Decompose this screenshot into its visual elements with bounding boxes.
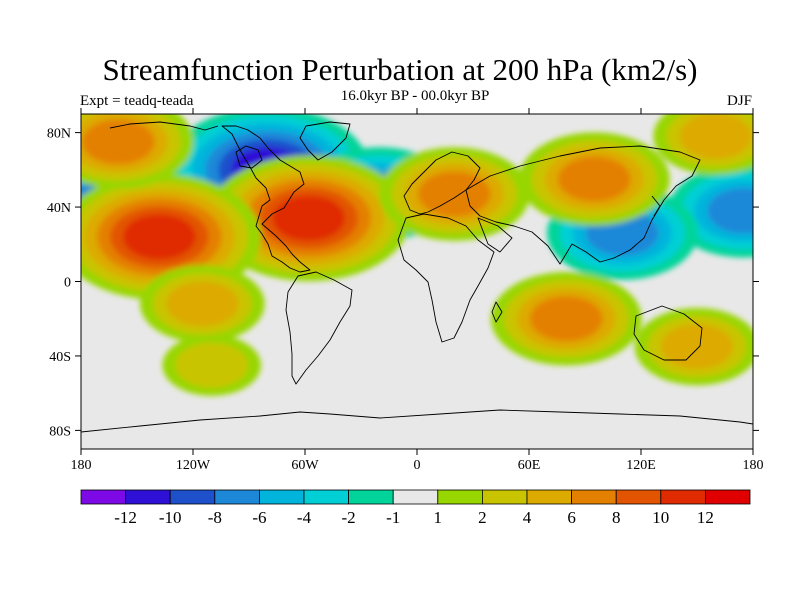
colorbar-swatch: [571, 489, 617, 505]
anomaly-contour-11-2: [679, 114, 752, 159]
colorbar-label: -2: [342, 508, 356, 527]
colorbar-swatch: [705, 489, 751, 505]
coastline-australia: [633, 305, 703, 361]
longitude-axis: 180 120W 60W 0 60E 120E 180: [71, 108, 764, 473]
anomaly-contour-3-3: [707, 188, 753, 234]
anomaly-contour-7-3: [418, 171, 491, 217]
coastline-africa: [397, 213, 495, 343]
colorbar-swatch: [169, 489, 216, 505]
anomaly-contour-10-3: [82, 119, 155, 165]
experiment-label: Expt = teadq-teada: [80, 93, 194, 109]
colorbar-label: -1: [386, 508, 400, 527]
season-label: DJF: [726, 93, 752, 109]
colorbar: -12 -10 -8 -6 -4 -2 -1 1 2 4 6 8 10 12: [80, 489, 751, 527]
colorbar-swatch: [258, 489, 305, 505]
colorbar-swatch: [214, 489, 260, 505]
lat-tick-label: 80N: [47, 127, 71, 142]
colorbar-label: 10: [652, 508, 669, 527]
coastline-hudson-bay: [235, 145, 263, 169]
plot-subtitle: 16.0kyr BP - 00.0kyr BP: [340, 88, 490, 104]
coastline-arabia: [477, 217, 513, 253]
colorbar-label: 8: [612, 508, 621, 527]
lon-tick-label: 60E: [518, 458, 541, 473]
lon-tick-label: 120W: [176, 458, 211, 473]
colorbar-swatch: [303, 489, 349, 505]
lat-tick-label: 40S: [49, 350, 71, 365]
coastline-greenland: [299, 121, 351, 161]
coastline-alaska-canada: [109, 121, 219, 131]
colorbar-swatch: [615, 489, 662, 505]
lon-tick-label: 60W: [291, 458, 319, 473]
coastline-japan: [651, 195, 661, 217]
colorbar-swatch: [481, 489, 528, 505]
coastline-antarctica: [81, 409, 753, 433]
colorbar-swatch: [437, 489, 483, 505]
colorbar-swatch: [80, 489, 126, 505]
anomaly-contour-13-2: [660, 324, 734, 370]
anomaly-contour-12-2: [166, 281, 239, 327]
colorbar-label: -10: [159, 508, 182, 527]
coastline-north-america: [221, 125, 311, 273]
colorbar-label: -12: [114, 508, 137, 527]
lon-tick-label: 0: [414, 458, 421, 473]
coastline-europe: [403, 151, 481, 215]
colorbar-swatch: [125, 489, 171, 505]
coastlines: [81, 121, 753, 433]
lat-tick-label: 40N: [47, 201, 71, 216]
coastline-asia: [465, 145, 701, 265]
colorbar-label: -6: [252, 508, 266, 527]
plot-title: Streamfunction Perturbation at 200 hPa (…: [102, 52, 698, 87]
colorbar-label: 12: [697, 508, 714, 527]
colorbar-label: 1: [434, 508, 443, 527]
colorbar-label: -8: [208, 508, 222, 527]
colorbar-label: 2: [478, 508, 487, 527]
colorbar-label: 6: [567, 508, 576, 527]
anomaly-contour-9-3: [530, 296, 603, 342]
colorbar-swatch: [348, 489, 394, 505]
colorbar-swatch: [526, 489, 572, 505]
anomaly-contour-14-1: [175, 342, 248, 388]
colorbar-swatch: [660, 489, 706, 505]
colorbar-label: 4: [523, 508, 532, 527]
anomaly-contour-6-5: [123, 214, 196, 260]
lat-tick-label: 80S: [49, 424, 71, 439]
lon-tick-label: 180: [743, 458, 764, 473]
colorbar-swatch: [392, 489, 439, 505]
lon-tick-label: 120E: [626, 458, 656, 473]
streamfunction-field: [81, 114, 753, 449]
lon-tick-label: 180: [71, 458, 92, 473]
anomaly-contour-5-5: [272, 195, 345, 241]
colorbar-label: -4: [297, 508, 312, 527]
lat-tick-label: 0: [64, 276, 71, 291]
latitude-axis: 80N 40N 0 40S 80S: [47, 127, 759, 439]
coastline-madagascar: [491, 301, 503, 323]
anomaly-contour-8-3: [558, 156, 631, 202]
coastline-south-america: [285, 271, 353, 385]
